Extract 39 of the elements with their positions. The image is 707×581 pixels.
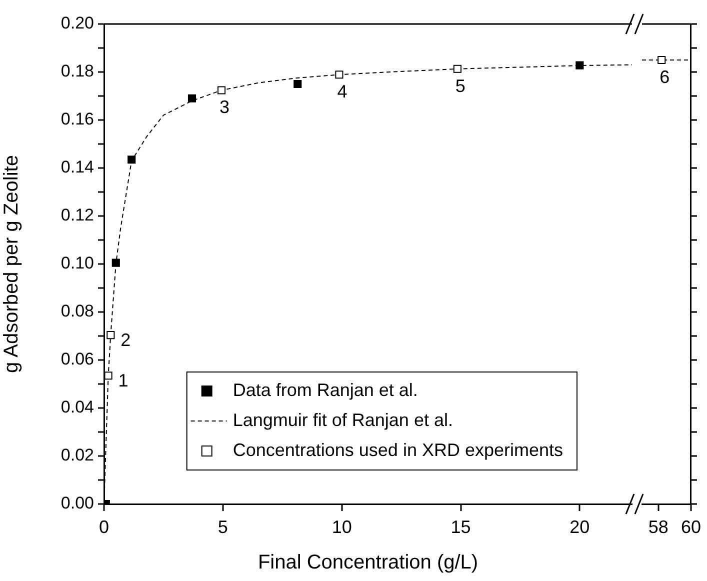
- x-tick-label: 15: [450, 516, 471, 537]
- y-tick-label: 0.10: [60, 254, 94, 273]
- x-tick-label: 20: [570, 516, 590, 537]
- point: [217, 86, 226, 94]
- x-tick-label: 0: [98, 516, 110, 537]
- annotation: 3: [219, 97, 230, 118]
- y-tick-label: 0.20: [60, 14, 94, 33]
- x-tick-label: 58: [648, 516, 668, 537]
- x-tick-label: 10: [332, 516, 352, 537]
- legend-label: Concentrations used in XRD experiments: [232, 440, 564, 460]
- annotation: 5: [455, 76, 466, 96]
- legend-label: Data from Ranjan et al.: [232, 380, 418, 400]
- annotation: 6: [660, 66, 670, 87]
- point: [335, 70, 344, 79]
- point: [128, 156, 136, 164]
- y-tick-label: 0.18: [60, 62, 94, 81]
- x-tick-label: 60: [680, 516, 702, 537]
- point: [104, 372, 112, 380]
- x-tick-label: 5: [218, 516, 228, 537]
- point: [106, 331, 115, 340]
- y-tick-label: 0.14: [60, 158, 94, 177]
- y-tick-label: 0.04: [60, 398, 94, 417]
- annotation: 2: [120, 330, 131, 350]
- point: [294, 80, 302, 88]
- annotation: 4: [337, 82, 348, 102]
- y-tick-label: 0.06: [60, 350, 94, 369]
- point: [188, 94, 196, 102]
- y-tick-label: 0.02: [60, 446, 94, 465]
- point: [453, 64, 462, 73]
- y-axis-title: g Adsorbed per g Zeolite: [0, 155, 23, 373]
- x-axis-title: Final Concentration (g/L): [258, 552, 478, 574]
- annotation: 1: [118, 370, 128, 391]
- legend-label: Langmuir fit of Ranjan et al.: [232, 410, 453, 430]
- y-tick-label: 0.16: [60, 110, 94, 129]
- point: [112, 258, 120, 267]
- point: [576, 61, 584, 70]
- y-tick-label: 0.08: [60, 302, 94, 321]
- y-tick-label: 0.12: [60, 206, 94, 225]
- y-tick-label: 0.00: [60, 494, 94, 513]
